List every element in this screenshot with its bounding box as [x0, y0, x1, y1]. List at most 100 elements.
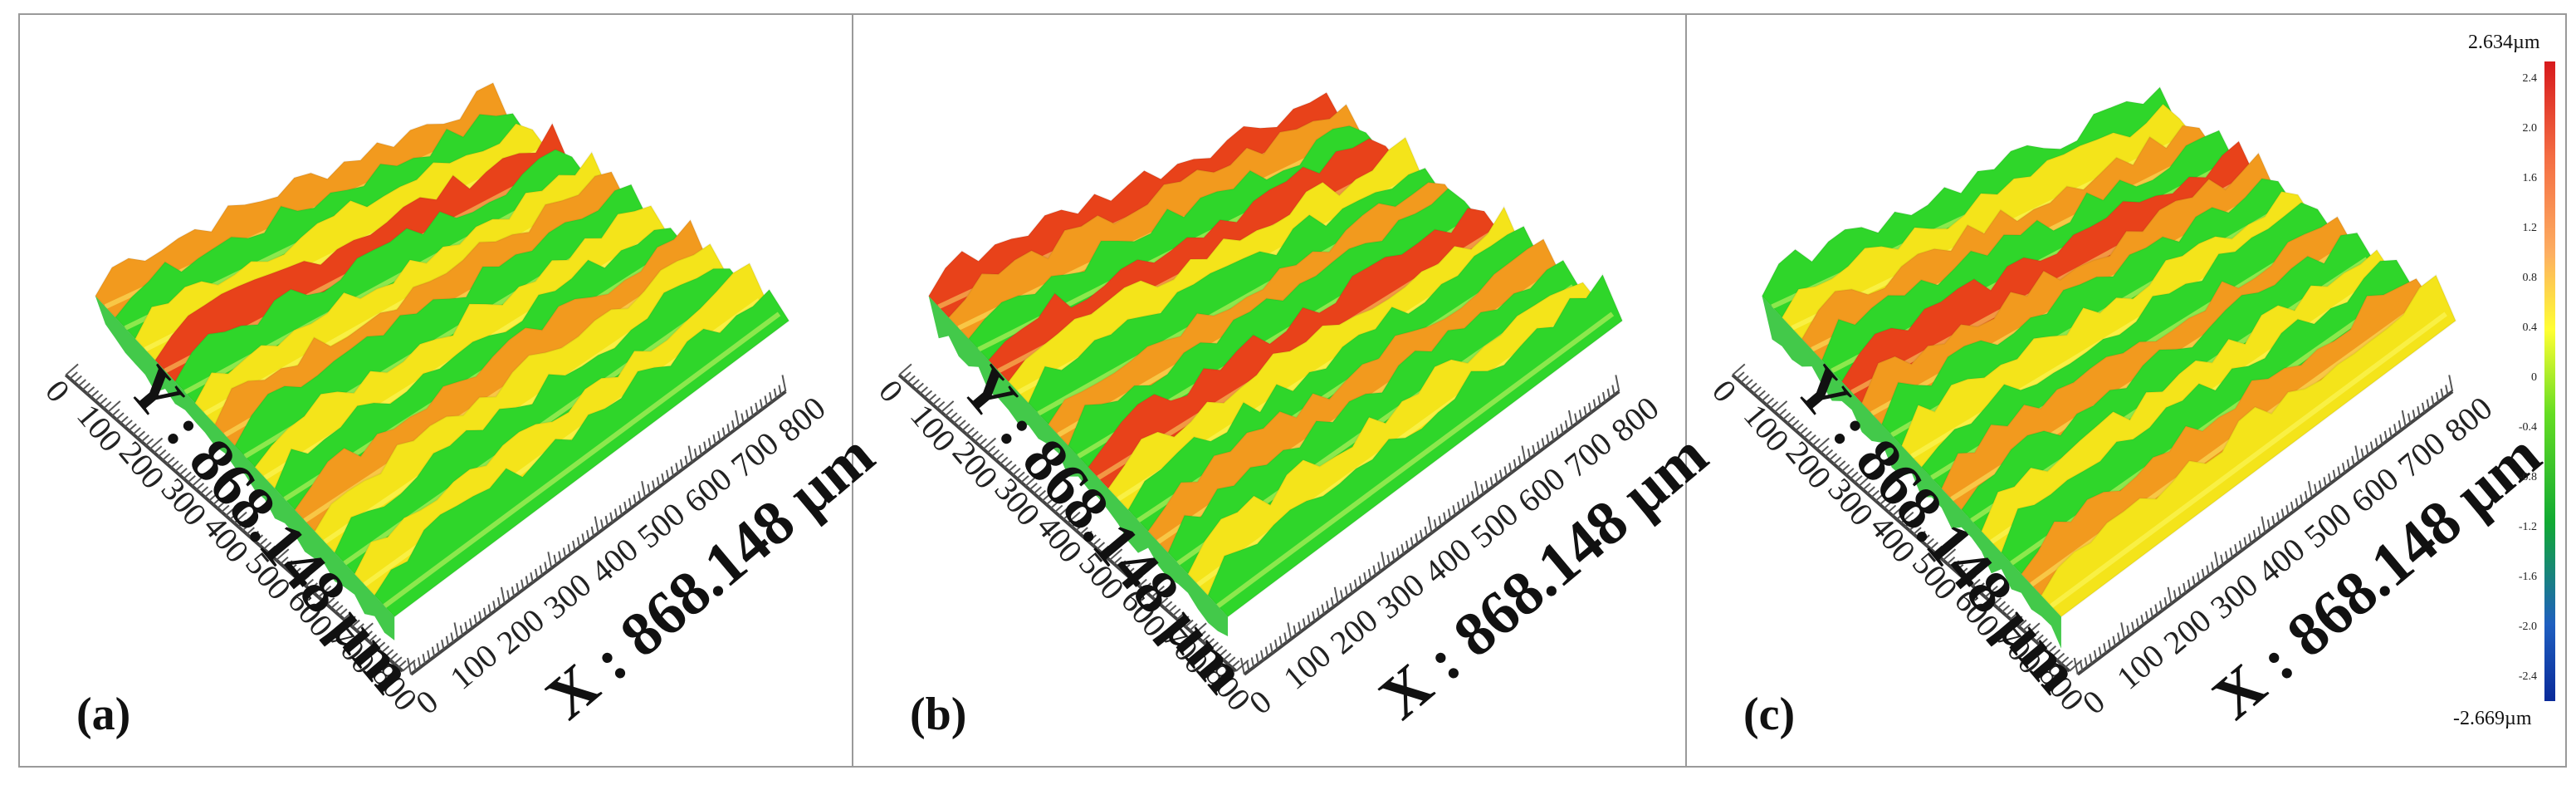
x-axis-tick — [1316, 607, 1321, 618]
x-axis-tick — [1405, 540, 1410, 551]
y-axis-tick — [970, 430, 979, 439]
y-axis-tick — [136, 430, 146, 439]
x-axis-tick — [547, 552, 553, 569]
x-axis-tick — [755, 402, 759, 413]
y-axis-tick — [254, 534, 264, 542]
x-axis-tick — [1602, 391, 1606, 403]
colorbar — [2544, 61, 2555, 701]
y-axis-tick — [1079, 527, 1088, 535]
y-axis-tick — [1904, 519, 1914, 527]
y-axis-tick — [1122, 563, 1131, 572]
y-axis-tick — [81, 382, 91, 391]
x-axis-tick — [576, 537, 581, 547]
x-axis-tick — [670, 466, 674, 477]
y-axis-tick — [359, 622, 374, 635]
x-axis-tick — [641, 480, 647, 498]
x-axis-tick — [750, 405, 754, 417]
x-axis-tick — [2112, 635, 2116, 646]
y-axis-tick — [99, 397, 108, 405]
y-axis-tick — [1113, 557, 1122, 565]
x-axis-tick — [2089, 653, 2093, 665]
x-axis-tick — [1611, 385, 1615, 395]
y-axis-tick — [1837, 460, 1846, 469]
x-axis-tick — [482, 607, 487, 618]
x-axis-tick — [759, 399, 764, 410]
y-axis-tick — [1126, 567, 1135, 576]
y-axis-tick — [1752, 386, 1762, 395]
y-axis-tick — [2031, 630, 2040, 639]
colorbar-tick-label: 1.6 — [2522, 172, 2538, 184]
y-axis-tick — [162, 453, 171, 461]
x-axis-tick — [1597, 395, 1601, 406]
y-axis-tick — [187, 475, 196, 483]
y-axis-tick — [1033, 486, 1042, 494]
y-axis-tick — [1913, 527, 1922, 535]
x-axis-tick — [2328, 473, 2332, 484]
y-axis-tick — [1024, 474, 1039, 487]
x-axis-tick — [553, 554, 557, 566]
y-axis-tick — [2018, 619, 2027, 628]
y-axis-tick — [1146, 586, 1156, 595]
y-axis-tick — [2006, 608, 2015, 616]
y-axis-tick — [1100, 545, 1110, 554]
y-axis-tick — [250, 530, 260, 539]
x-axis-tick — [1391, 551, 1396, 562]
x-axis-tick — [1419, 529, 1424, 541]
y-axis-tick — [2010, 611, 2019, 621]
x-axis-tick — [2080, 660, 2084, 671]
y-axis-tick — [335, 604, 344, 613]
x-axis-tick — [2398, 419, 2402, 431]
y-axis-tick — [1988, 593, 1997, 601]
x-axis-tick — [2307, 480, 2313, 498]
y-axis-tick — [991, 449, 1000, 458]
y-axis-tick — [945, 408, 954, 417]
y-axis-tick — [317, 585, 332, 598]
x-axis-tick — [1494, 473, 1498, 484]
y-axis-tick — [2026, 622, 2041, 635]
x-axis-tick — [1344, 586, 1348, 597]
x-axis-tick — [1264, 646, 1269, 657]
x-axis-tick — [1443, 512, 1447, 523]
x-axis-tick — [1396, 547, 1400, 558]
y-axis-tick — [1875, 493, 1884, 502]
x-axis-tick — [2163, 596, 2168, 608]
y-axis-tick — [1921, 534, 1930, 542]
surface-ridge — [2040, 273, 2457, 618]
y-axis-tick — [120, 415, 129, 424]
x-axis-tick — [521, 579, 525, 590]
x-axis-tick — [2158, 601, 2163, 611]
y-axis-tick — [1054, 504, 1063, 513]
x-axis-tick — [1415, 533, 1419, 544]
x-axis-tick — [530, 572, 534, 583]
x-axis-tick — [1503, 466, 1508, 477]
y-axis-tick — [1976, 582, 1985, 591]
y-axis-tick — [372, 638, 382, 646]
x-tick-label: 300 — [2203, 567, 2265, 626]
x-axis-tick — [726, 424, 731, 434]
y-axis-tick — [229, 512, 238, 520]
x-tick-label: 400 — [2251, 531, 2312, 591]
x-axis-tick — [1278, 635, 1283, 646]
y-axis-tick — [199, 486, 209, 494]
x-axis-tick — [441, 639, 445, 650]
x-axis-tick — [2073, 657, 2079, 675]
x-axis-tick — [2271, 515, 2275, 527]
x-tick-label: 300 — [537, 567, 599, 626]
y-axis-tick — [208, 493, 218, 502]
x-axis-tick — [745, 410, 750, 420]
y-axis-tick — [221, 504, 230, 513]
x-axis-tick — [469, 618, 473, 629]
x-axis-tick — [1326, 601, 1330, 611]
y-axis-tick — [296, 571, 306, 580]
y-axis-tick — [1942, 548, 1957, 561]
x-axis-tick — [1606, 388, 1611, 399]
x-axis-tick — [445, 635, 450, 646]
y-axis-tick — [154, 445, 163, 454]
y-axis-tick — [364, 630, 374, 639]
y-axis-tick — [1833, 456, 1842, 465]
x-axis-tick — [1250, 657, 1255, 668]
y-axis-tick — [1854, 475, 1863, 483]
surface-ridge — [1107, 204, 1525, 512]
x-axis-tick — [613, 508, 618, 519]
